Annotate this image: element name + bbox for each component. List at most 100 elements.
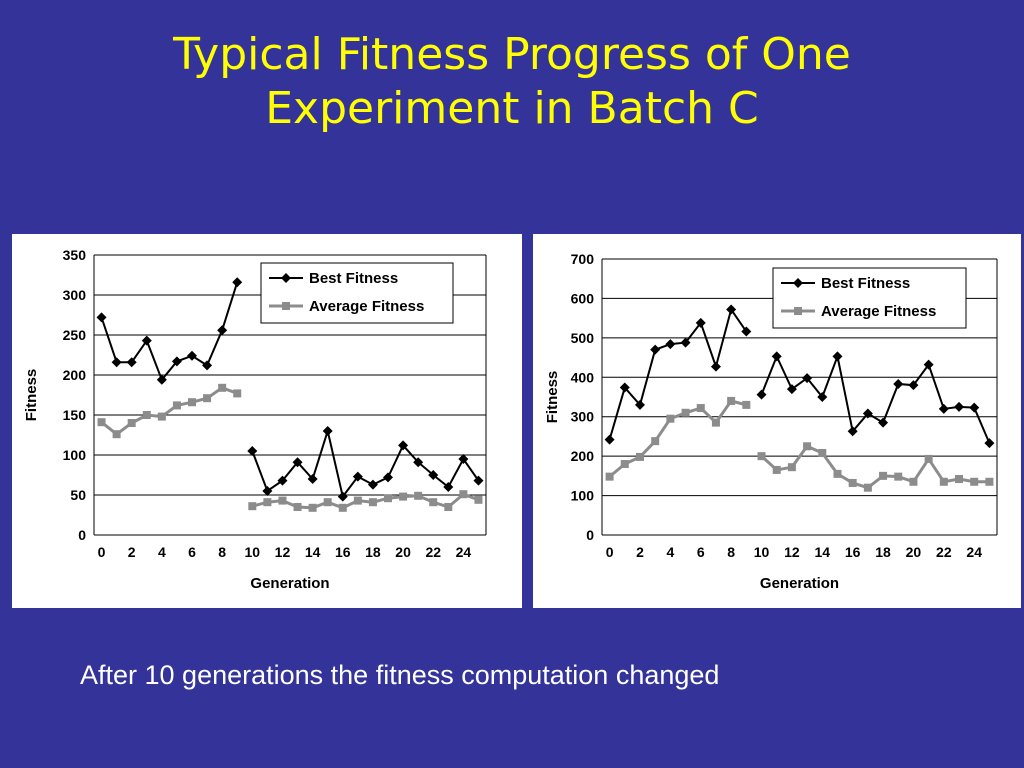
chart-1-x-tick-label: 6	[697, 544, 705, 560]
chart-1-y-tick-label: 400	[571, 369, 595, 385]
chart-0-x-axis-title: Generation	[250, 575, 329, 592]
chart-0-series-average-point	[368, 498, 377, 507]
chart-1-series-best-point	[771, 351, 782, 362]
chart-1-x-tick-label: 10	[754, 544, 770, 560]
chart-1-x-tick-label: 18	[875, 544, 891, 560]
chart-1-x-tick-label: 20	[906, 544, 922, 560]
chart-1-x-tick-label: 22	[936, 544, 952, 560]
chart-0-series-best-point	[156, 374, 167, 385]
chart-0-series-best-point	[262, 486, 273, 496]
chart-1-series-average-point	[939, 477, 948, 486]
chart-1-series-average-point	[635, 452, 644, 461]
chart-1-series-average-line	[608, 399, 747, 478]
chart-0-series-average-point	[414, 491, 423, 500]
chart-0-series-best-point	[428, 470, 439, 480]
chart-1-series-best-point	[726, 304, 737, 315]
caption: After 10 generations the fitness computa…	[80, 660, 720, 690]
chart-0-legend-swatch-marker	[281, 273, 291, 283]
chart-0-y-tick-label: 350	[63, 247, 87, 263]
chart-0-series-best-point	[473, 475, 484, 486]
chart-1-series-best-line	[760, 352, 991, 444]
chart-1-series-best-point	[817, 392, 828, 402]
chart-1-series-best-point	[604, 434, 615, 445]
chart-1-x-tick-label: 14	[814, 544, 830, 560]
chart-0-x-tick-label: 2	[128, 544, 136, 560]
chart-0-y-tick-label: 250	[63, 327, 87, 343]
chart-1-x-tick-label: 0	[606, 544, 614, 560]
chart-0-series-best-point	[171, 356, 182, 367]
chart-1-series-average-point	[894, 472, 903, 481]
chart-1-series-best-point	[923, 359, 934, 370]
chart-1-series-average-line	[760, 444, 990, 490]
chart-1-series-best-point	[741, 326, 752, 337]
chart-1-series-best-point	[893, 378, 904, 389]
chart-right: 0 100 200 300 400 500 600 700 0 2 4 6 8 10 12 14 16 18 20 2…	[533, 234, 1021, 608]
chart-1-y-tick-label: 700	[571, 251, 595, 267]
chart-1-series-best-point	[680, 337, 691, 348]
chart-0-series-average-point	[384, 494, 392, 503]
chart-0-series-average-point	[142, 411, 151, 419]
chart-1-series-best-point	[619, 382, 630, 393]
chart-1-series-average-point	[727, 396, 736, 405]
chart-0-y-tick-label: 200	[63, 367, 87, 383]
chart-0-y-tick-label: 100	[63, 447, 87, 463]
chart-1-series-average-point	[970, 477, 979, 486]
chart-0-series-average-point	[353, 496, 362, 505]
chart-0-series-average-point	[112, 430, 121, 439]
chart-0-series-average-point	[233, 389, 242, 398]
chart-0-y-tick-label: 50	[70, 487, 86, 503]
chart-1-series-average-point	[848, 478, 857, 487]
chart-1-legend-label: Average Fitness	[821, 303, 936, 320]
chart-1-series-best-point	[878, 417, 889, 428]
chart-0-y-tick-label: 0	[78, 527, 86, 543]
chart-0-y-tick-label: 300	[63, 287, 87, 303]
chart-0-series-best-line	[100, 281, 239, 382]
chart-0-x-tick-label: 10	[245, 544, 261, 560]
chart-0-series-average-point	[188, 398, 196, 407]
chart-1-series-average-point	[666, 414, 675, 423]
chart-0-x-tick-label: 0	[98, 544, 106, 560]
chart-0-series-average-point	[278, 496, 287, 505]
chart-0-x-tick-label: 4	[158, 544, 166, 560]
chart-left: 0 50 100 150 200 250 300 350 0 2 4 6 8 10 12 14 16 18 20 22…	[12, 234, 522, 608]
chart-0-series-best-point	[187, 350, 197, 361]
chart-0-series-best-point	[247, 446, 258, 456]
chart-1-series-best-point	[954, 401, 965, 412]
chart-0-series-best-point	[352, 471, 363, 482]
slide-title-line-1: Typical Fitness Progress of One	[173, 29, 851, 80]
chart-0-series-best-point	[277, 475, 288, 486]
chart-0-legend-label: Best Fitness	[309, 270, 398, 287]
chart-1-legend-swatch-marker	[793, 278, 803, 288]
chart-0-legend-swatch-marker	[282, 302, 290, 310]
chart-1-series-average-point	[863, 483, 872, 492]
chart-1-series-average-point	[681, 408, 690, 417]
chart-0-x-tick-label: 12	[275, 544, 291, 560]
chart-1-x-tick-label: 2	[636, 544, 644, 560]
chart-0-series-best-point	[232, 277, 243, 288]
chart-0-series-best-point	[383, 472, 393, 483]
chart-1-series-average-point	[742, 400, 751, 409]
chart-1-series-average-point	[620, 460, 629, 469]
chart-0-x-tick-label: 20	[395, 544, 411, 560]
chart-0-series-best-point	[141, 335, 152, 346]
chart-1-series-best-point	[695, 317, 706, 328]
chart-1-series-average-point	[924, 454, 933, 463]
chart-1-series-best-point	[908, 380, 919, 391]
chart-0-y-tick-label: 150	[63, 407, 87, 423]
chart-1-series-best-line	[608, 307, 748, 440]
chart-1-series-best-point	[802, 373, 813, 384]
chart-0-series-average-point	[248, 502, 257, 511]
chart-0-series-average-point	[429, 498, 438, 507]
chart-1-series-average-point	[605, 472, 614, 481]
chart-1-series-average-point	[955, 475, 964, 484]
slide-title: Typical Fitness Progress of One Experime…	[0, 28, 1024, 136]
chart-0-series-best-point	[307, 474, 318, 484]
chart-0-series-average-point	[203, 394, 212, 403]
chart-0-series-best-point	[292, 457, 303, 468]
chart-0-series-average-point	[172, 401, 181, 410]
chart-0-series-average-point	[293, 503, 302, 511]
chart-0-series-average-point	[218, 383, 227, 392]
chart-0-x-tick-label: 24	[456, 544, 472, 560]
chart-0-series-best-point	[413, 457, 424, 468]
